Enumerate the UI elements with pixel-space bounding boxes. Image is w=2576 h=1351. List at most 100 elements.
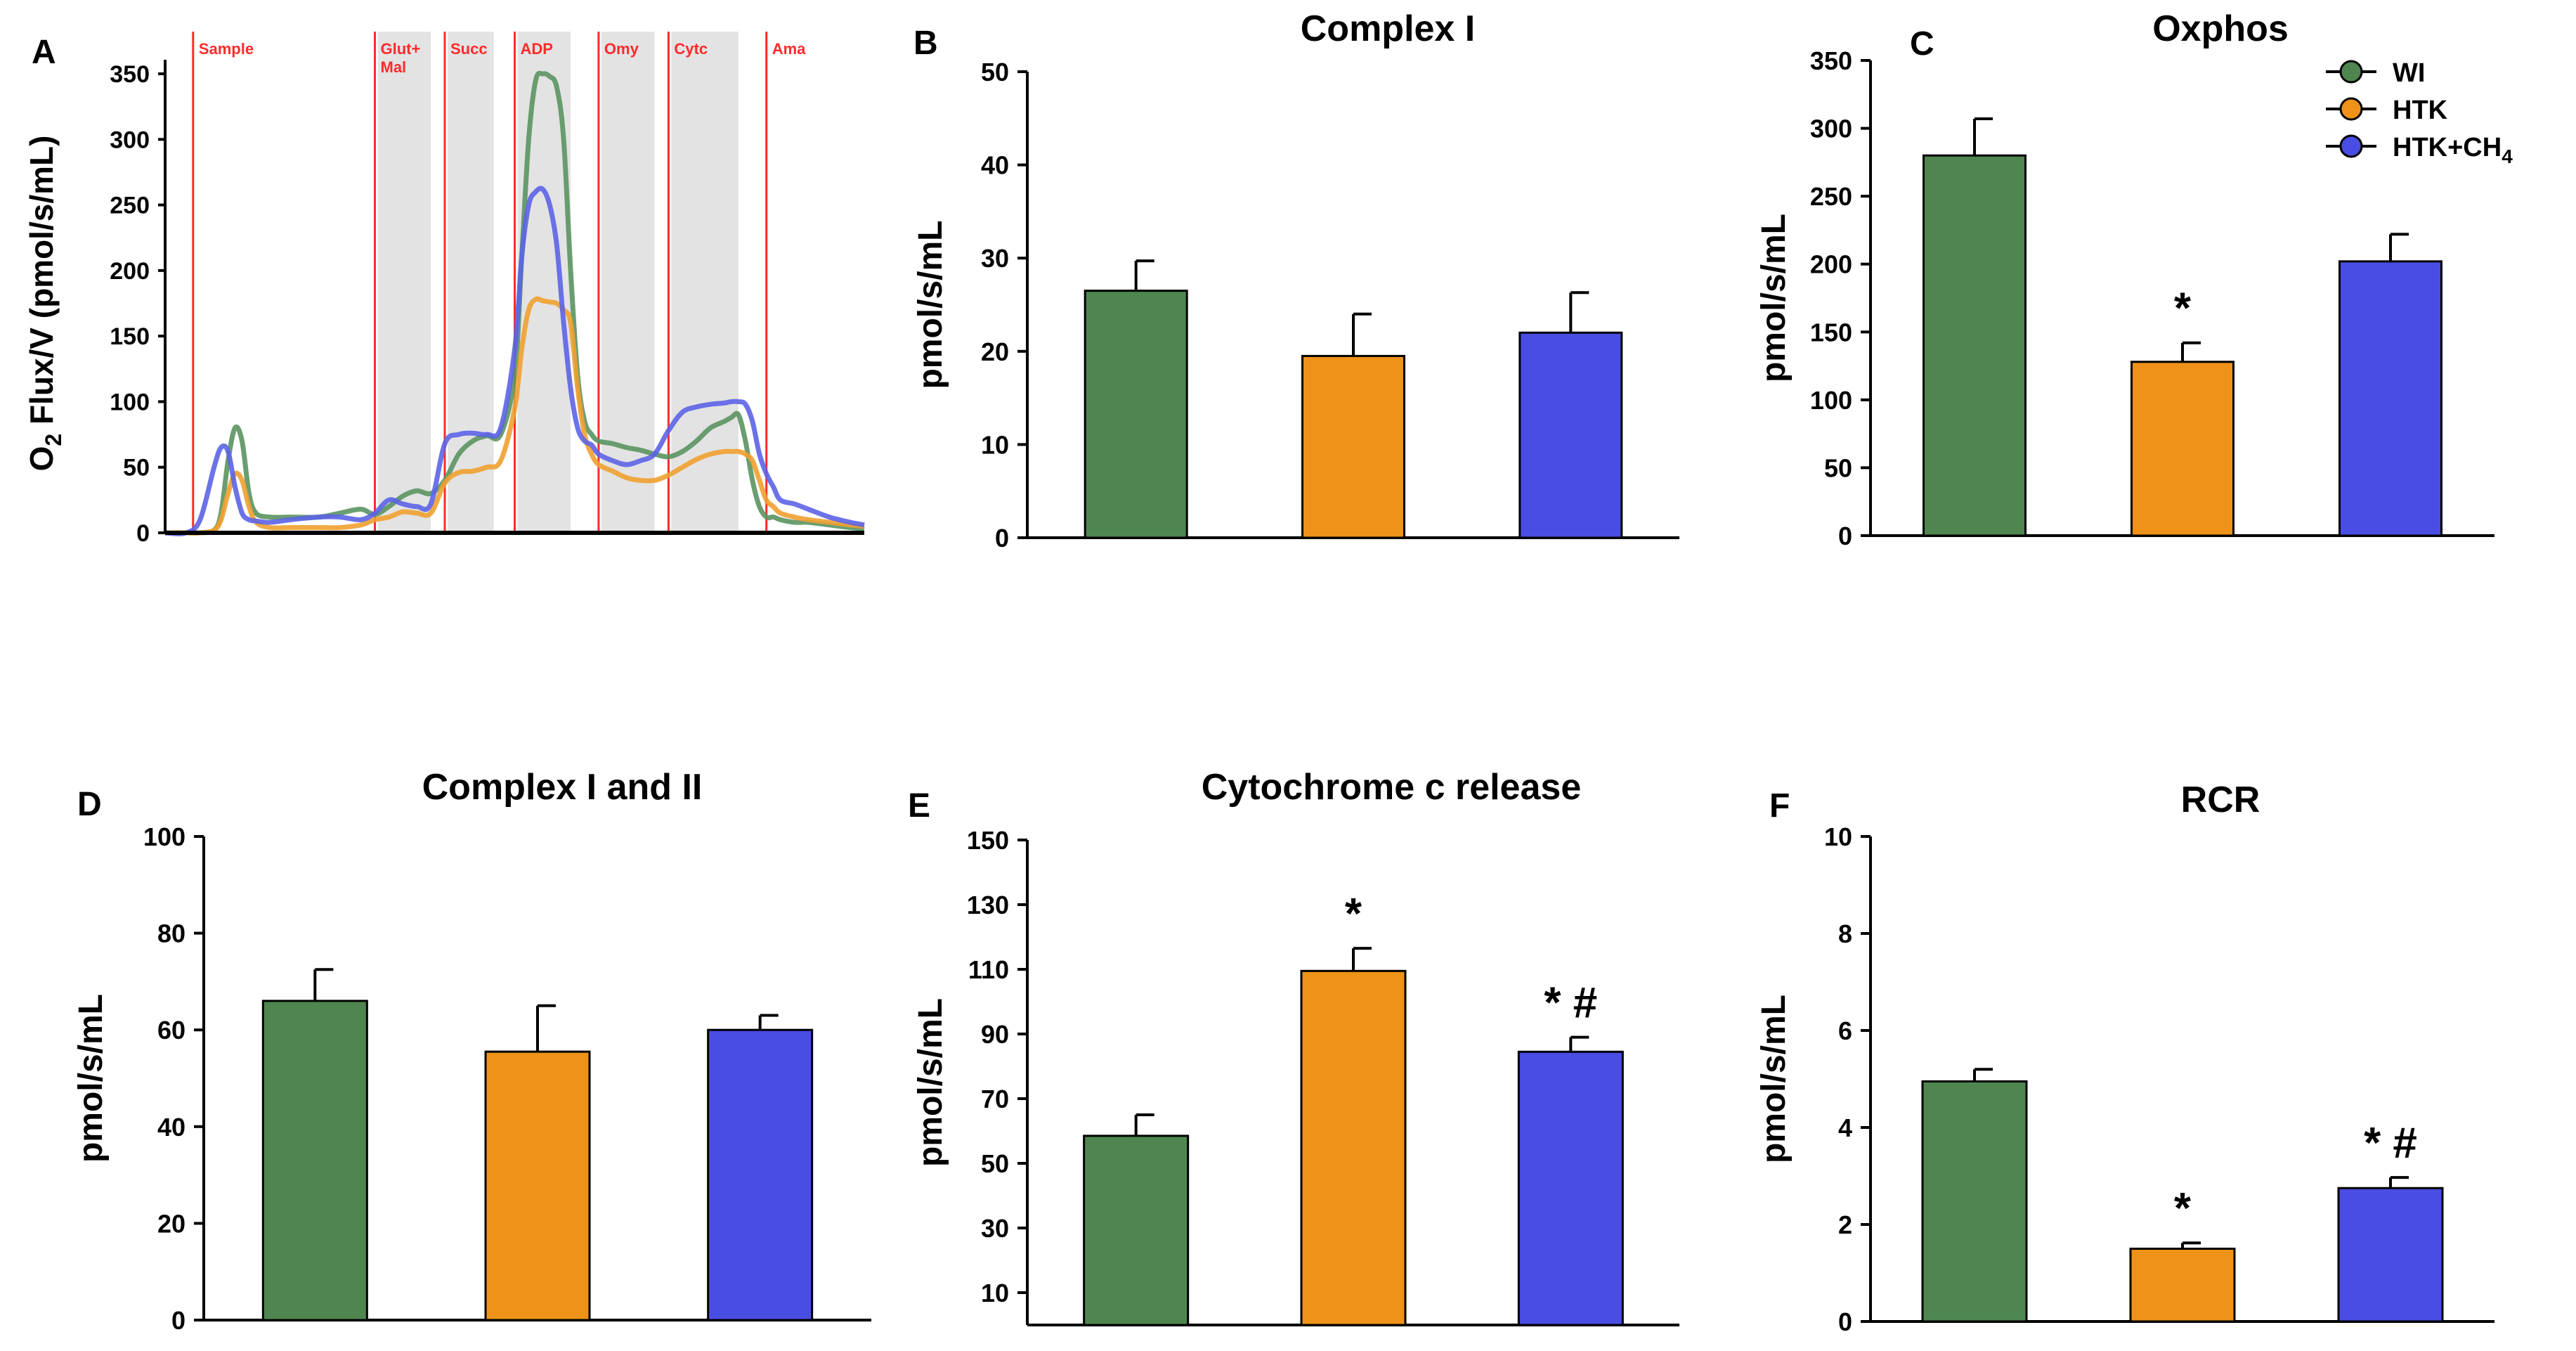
- y-axis-label: pmol/s/mL: [912, 220, 949, 389]
- y-tick-label: 60: [157, 1016, 186, 1045]
- panel-f: F RCR pmol/s/mL 0 2 4 6 8 10 * * #: [1755, 780, 2494, 1336]
- legend: WI HTK HTK+CH4: [2326, 58, 2513, 167]
- panel-c: C Oxphos pmol/s/mL 0 50 100 150 200 250 300 350 * WI…: [1755, 8, 2513, 550]
- panel-letter-b: B: [913, 25, 938, 62]
- event-label: Sample: [199, 40, 254, 58]
- event-label: Glut+: [381, 40, 421, 58]
- y-tick-label: 200: [110, 258, 150, 285]
- y-tick-label: 50: [1824, 453, 1852, 482]
- significance-marker: * #: [2364, 1119, 2417, 1168]
- y-tick-label: 10: [1824, 822, 1852, 851]
- y-tick-label: 350: [110, 61, 150, 88]
- legend-marker: [2339, 97, 2363, 121]
- significance-marker: *: [2174, 285, 2192, 333]
- bar-wi: [261, 1000, 368, 1321]
- y-tick-label: 130: [967, 891, 1009, 919]
- panel-letter-d: D: [77, 786, 102, 823]
- legend-marker: [2339, 60, 2363, 84]
- y-tick-label: 0: [995, 524, 1009, 552]
- chart-title: Complex I and II: [422, 767, 703, 808]
- event-label: Omy: [604, 40, 639, 58]
- panel-d: D Complex I and II pmol/s/mL 0 20 40 60 80 100: [72, 767, 871, 1335]
- y-tick-label: 10: [981, 1279, 1009, 1307]
- y-axis-label: pmol/s/mL: [1755, 214, 1793, 382]
- y-tick-label: 350: [1810, 46, 1852, 75]
- trace-htk: [164, 296, 865, 536]
- y-tick-label: 150: [110, 323, 150, 350]
- y-tick-label: 40: [157, 1113, 186, 1142]
- y-tick-label: 200: [1810, 250, 1852, 279]
- chart-title: RCR: [2181, 780, 2260, 820]
- y-tick-label: 20: [981, 337, 1009, 366]
- y-tick-label: 110: [968, 955, 1009, 984]
- y-tick-label: 4: [1838, 1113, 1852, 1142]
- y-tick-label: 50: [981, 1149, 1009, 1178]
- bar-htk: [2129, 1248, 2236, 1323]
- y-tick-label: 0: [136, 520, 150, 547]
- y-tick-label: 30: [981, 244, 1009, 273]
- y-tick-label: 8: [1838, 919, 1852, 948]
- bar-htk: [1300, 969, 1407, 1326]
- panel-e: E Cytochrome c release pmol/s/mL 10 30 50 70 90…: [908, 767, 1679, 1326]
- y-tick-label: 0: [171, 1306, 186, 1335]
- y-tick-label: 20: [157, 1209, 186, 1238]
- significance-marker: * #: [1544, 979, 1597, 1028]
- chart-title: Cytochrome c release: [1202, 767, 1582, 808]
- y-axis-label: pmol/s/mL: [72, 994, 110, 1163]
- y-tick-label: 0: [1838, 522, 1852, 550]
- panel-letter-f: F: [1769, 787, 1790, 825]
- panel-a: A Sample Glut+Mal Succ ADP Omy Cytc Ama 0 50 100 15…: [23, 32, 865, 547]
- event-shade: [448, 32, 494, 533]
- y-tick-label: 150: [1810, 318, 1852, 347]
- y-axis-label: pmol/s/mL: [912, 998, 949, 1167]
- bar-htk-ch4: [2337, 1187, 2444, 1323]
- bar-htk: [484, 1050, 591, 1321]
- significance-marker: *: [2174, 1184, 2192, 1233]
- y-tick-label: 50: [123, 455, 150, 481]
- y-tick-label: 150: [967, 826, 1009, 855]
- trace-htk-ch4: [164, 186, 865, 536]
- y-axis-label: O2 Flux/V (pmol/s/mL): [23, 136, 66, 472]
- y-tick-label: 250: [110, 193, 150, 219]
- y-tick-label: 80: [157, 919, 186, 948]
- significance-marker: *: [1345, 890, 1362, 938]
- y-tick-label: 100: [143, 822, 186, 851]
- event-shade: [377, 32, 431, 533]
- bar-htk: [1301, 354, 1405, 539]
- event-label: Ama: [772, 40, 806, 58]
- chart-title: Complex I: [1301, 8, 1476, 49]
- bar-htk-ch4: [707, 1028, 814, 1321]
- y-tick-label: 100: [110, 389, 150, 415]
- chart-title: Oxphos: [2152, 8, 2289, 49]
- bar-wi: [1084, 290, 1188, 539]
- event-label: Succ: [450, 40, 488, 58]
- event-label: Cytc: [674, 40, 708, 58]
- y-tick-label: 300: [1810, 115, 1852, 143]
- legend-label: HTK+CH4: [2393, 133, 2513, 167]
- y-tick-label: 0: [1838, 1307, 1852, 1336]
- y-tick-label: 300: [110, 127, 150, 153]
- y-tick-label: 6: [1838, 1016, 1852, 1045]
- y-tick-label: 30: [981, 1214, 1009, 1243]
- panel-b: B Complex I pmol/s/mL 0 10 20 30 40 50: [912, 8, 1679, 552]
- legend-label: WI: [2393, 58, 2425, 88]
- event-label: Mal: [381, 58, 407, 76]
- bar-wi: [1083, 1135, 1190, 1326]
- panel-letter-c: C: [1910, 25, 1934, 63]
- bar-wi: [1923, 154, 2027, 537]
- y-axis-label: pmol/s/mL: [1755, 995, 1793, 1163]
- y-tick-label: 50: [981, 58, 1009, 86]
- bar-wi: [1921, 1080, 2028, 1323]
- y-tick-label: 2: [1838, 1210, 1852, 1239]
- y-tick-label: 10: [981, 430, 1009, 459]
- event-label: ADP: [521, 40, 553, 58]
- bar-htk-ch4: [1517, 1050, 1624, 1326]
- trace-wi: [164, 70, 865, 536]
- y-tick-label: 70: [981, 1085, 1009, 1113]
- y-tick-label: 100: [1810, 386, 1852, 415]
- y-tick-label: 40: [981, 151, 1009, 180]
- y-tick-label: 90: [981, 1020, 1009, 1049]
- panel-letter-e: E: [908, 787, 930, 825]
- y-tick-label: 250: [1810, 182, 1852, 211]
